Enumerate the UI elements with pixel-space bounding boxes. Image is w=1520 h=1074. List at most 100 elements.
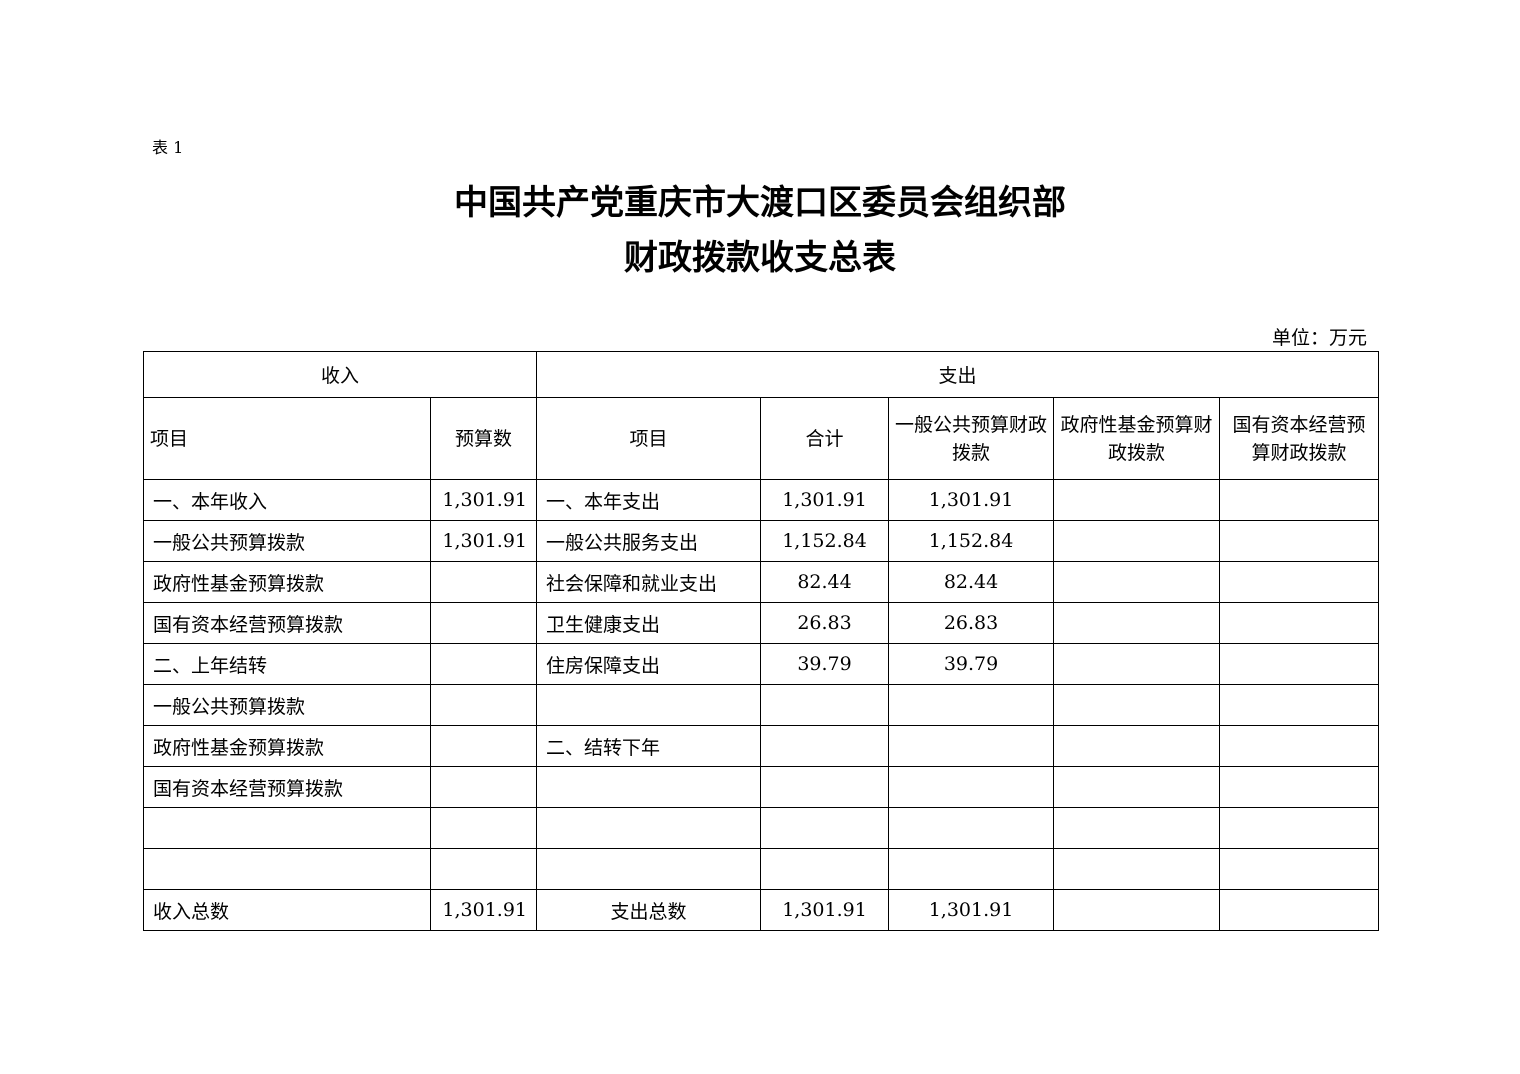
table-cell [888,848,1055,890]
table-cell: 国有资本经营预算拨款 [143,602,431,644]
table-cell: 26.83 [888,602,1055,644]
table-row: 国有资本经营预算拨款 [143,766,1380,808]
table-cell [1219,848,1380,890]
column-header: 合计 [760,397,890,480]
table-cell [429,602,538,644]
table-row [143,848,1380,890]
table-row: 二、上年结转 住房保障支出 39.79 39.79 [143,643,1380,685]
table-cell [1219,807,1380,849]
table-row: 政府性基金预算拨款 二、结转下年 [143,725,1380,767]
table-cell: 卫生健康支出 [536,602,762,644]
table-cell [1053,889,1221,931]
table-cell: 1,301.91 [888,479,1055,521]
table-cell: 国有资本经营预算拨款 [143,766,431,808]
table-cell [1053,479,1221,521]
table-cell: 1,301.91 [760,889,890,931]
table-cell [1219,602,1380,644]
table-cell [760,807,890,849]
table-cell [1053,684,1221,726]
table-cell [1053,725,1221,767]
table-label: 表 1 [152,138,184,157]
table-row: 一般公共预算拨款 [143,684,1380,726]
column-header: 预算数 [429,397,538,480]
page-subtitle: 财政拨款收支总表 [624,238,896,278]
table-row: 国有资本经营预算拨款 卫生健康支出 26.83 26.83 [143,602,1380,644]
table-cell [760,848,890,890]
table-cell [1219,684,1380,726]
table-cell: 82.44 [760,561,890,603]
table-cell [888,807,1055,849]
unit-label: 单位：万元 [1271,327,1367,349]
table-cell [1219,520,1380,562]
column-header-row: 项目 预算数 项目 合计 一般公共预算财政拨款 政府性基金预算财政拨款 国有资本… [143,397,1380,480]
table-cell [429,561,538,603]
table-cell: 1,152.84 [760,520,890,562]
table-cell: 一般公共预算拨款 [143,520,431,562]
table-cell [429,766,538,808]
table-cell [536,684,762,726]
table-cell [1219,561,1380,603]
table-cell [760,725,890,767]
table-cell: 政府性基金预算拨款 [143,725,431,767]
table-cell [760,766,890,808]
total-row: 收入总数 1,301.91 支出总数 1,301.91 1,301.91 [143,889,1380,931]
table-cell: 82.44 [888,561,1055,603]
table-cell: 二、结转下年 [536,725,762,767]
table-cell [429,848,538,890]
table-cell [536,848,762,890]
column-header: 国有资本经营预算财政拨款 [1219,397,1380,480]
column-header: 一般公共预算财政拨款 [888,397,1055,480]
table-cell: 39.79 [760,643,890,685]
table-cell: 1,301.91 [429,520,538,562]
group-header-row: 收入 支出 [142,351,1380,398]
table-cell: 1,301.91 [888,889,1055,931]
table-cell [1219,766,1380,808]
table-cell: 政府性基金预算拨款 [143,561,431,603]
table-cell [1219,643,1380,685]
table-cell [1053,561,1221,603]
expense-header: 支出 [536,351,1380,398]
table-cell [1053,766,1221,808]
column-header: 项目 [536,397,762,480]
table-cell: 二、上年结转 [143,643,431,685]
table-cell: 26.83 [760,602,890,644]
table-cell [888,725,1055,767]
table-row: 政府性基金预算拨款 社会保障和就业支出 82.44 82.44 [143,561,1380,603]
table-cell [536,807,762,849]
table-cell [888,766,1055,808]
table-cell [1053,848,1221,890]
table-cell [760,684,890,726]
table-cell: 住房保障支出 [536,643,762,685]
table-cell [1219,479,1380,521]
table-cell [429,725,538,767]
table-cell [143,848,431,890]
table-cell: 1,301.91 [429,479,538,521]
table-cell [429,643,538,685]
table-cell [143,807,431,849]
table-row: 一般公共预算拨款 1,301.91 一般公共服务支出 1,152.84 1,152.84 [143,520,1380,562]
table-cell: 1,152.84 [888,520,1055,562]
table-cell [1053,520,1221,562]
table-row: 一、本年收入 1,301.91 一、本年支出 1,301.91 1,301.91 [143,479,1380,521]
page-title: 中国共产党重庆市大渡口区委员会组织部 [454,183,1066,223]
income-header: 收入 [142,351,538,398]
table-cell [429,807,538,849]
column-header: 政府性基金预算财政拨款 [1053,397,1221,480]
table-cell: 一般公共预算拨款 [143,684,431,726]
table-cell: 一、本年支出 [536,479,762,521]
table-cell [1219,889,1380,931]
table-cell: 社会保障和就业支出 [536,561,762,603]
table-row [143,807,1380,849]
column-header: 项目 [143,397,431,480]
table-cell [1219,725,1380,767]
table-cell: 1,301.91 [429,889,538,931]
table-cell: 一、本年收入 [143,479,431,521]
table-cell [888,684,1055,726]
table-cell: 一般公共服务支出 [536,520,762,562]
table-cell: 1,301.91 [760,479,890,521]
table-cell: 收入总数 [143,889,431,931]
table-cell [1053,643,1221,685]
table-cell [1053,602,1221,644]
table-cell: 支出总数 [536,889,762,931]
budget-summary-table: 收入 支出 项目 预算数 项目 合计 一般公共预算财政拨款 政府性基金预算财政拨… [142,351,1380,931]
